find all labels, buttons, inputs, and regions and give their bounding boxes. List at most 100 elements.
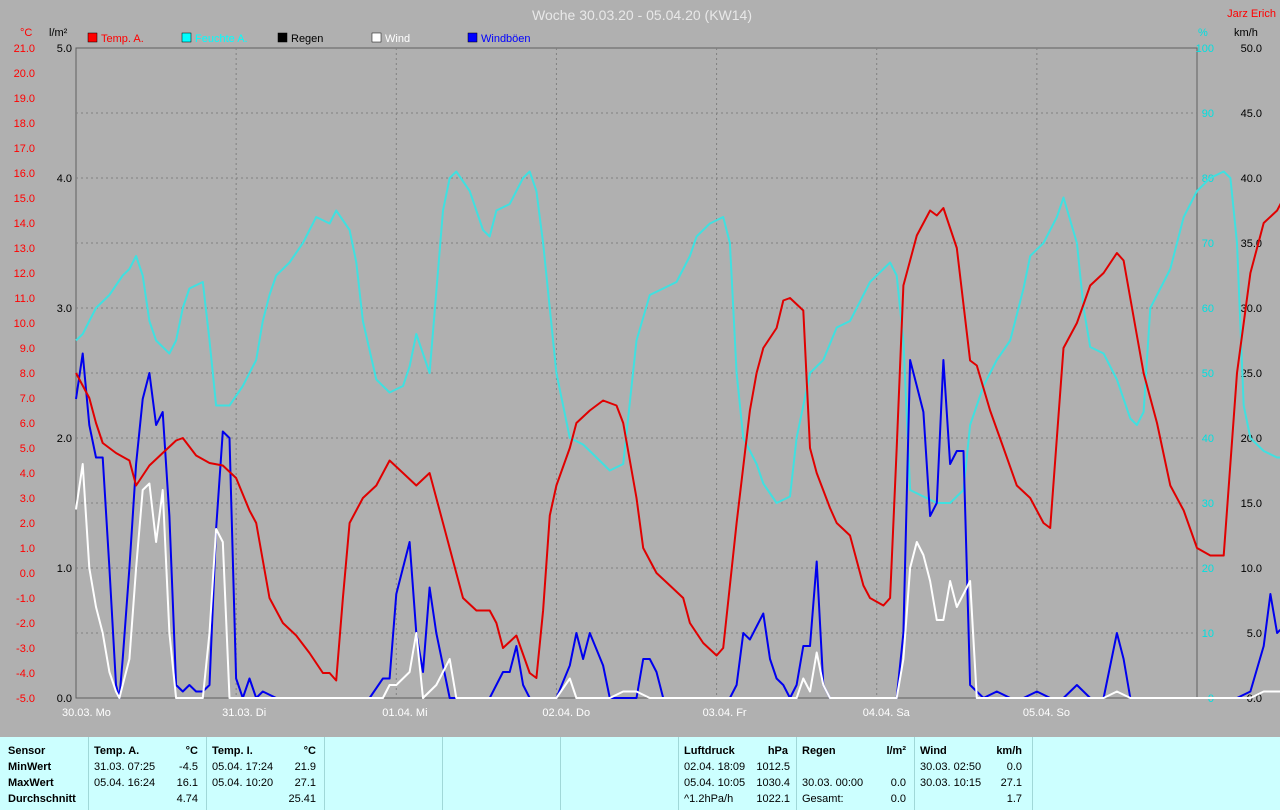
unit-rain: l/m² [49,27,68,39]
temp-a-header: Temp. A. [94,745,140,757]
legend-swatch [467,32,478,43]
temp-tick-label: 9.0 [20,343,35,355]
wind-header: Wind [920,745,947,757]
rain-tick-label: 5.0 [57,43,72,55]
humidity-tick-label: 60 [1202,303,1214,315]
humidity-tick-label: 70 [1202,238,1214,250]
temp-tick-label: 19.0 [14,93,35,105]
temp-tick-label: 20.0 [14,68,35,80]
unit-temp: °C [20,27,32,39]
stats-row-min: MinWert [8,761,52,773]
temp-tick-label: 13.0 [14,243,35,255]
wind-min-time: 30.03. 02:50 [920,761,982,773]
temp-tick-label: 14.0 [14,218,35,230]
rain-header: Regen [802,745,836,757]
wind-tick-label: 5.0 [1247,628,1262,640]
x-tick-label: 04.04. Sa [863,707,911,719]
temp-a-max-time: 05.04. 16:24 [94,777,156,789]
temp-tick-label: -5.0 [16,693,35,705]
temp-tick-label: 15.0 [14,193,35,205]
temp-tick-label: 1.0 [20,543,35,555]
rain-total-label: Gesamt: [802,793,844,805]
pressure-trend: ^1.2hPa/h [684,793,734,805]
temp-tick-label: 18.0 [14,118,35,130]
humidity-tick-label: 90 [1202,108,1214,120]
rain-max-val: 0.0 [890,777,906,789]
wind-unit: km/h [996,745,1022,757]
pressure-unit: hPa [767,745,788,757]
weather-chart: Woche 30.03.20 - 05.04.20 (KW14) Jarz Er… [14,7,1280,719]
temp-tick-label: 17.0 [14,143,35,155]
wind-tick-label: 10.0 [1241,563,1262,575]
wind-min-val: 0.0 [1006,761,1022,773]
temp-tick-label: 11.0 [14,293,35,305]
rain-tick-label: 1.0 [57,563,72,575]
humidity-tick-label: 30 [1202,498,1214,510]
pressure-avg: 1022.1 [756,793,790,805]
pressure-max-time: 05.04. 10:05 [684,777,746,789]
temp-i-min-val: 21.9 [294,761,316,773]
rain-total: 0.0 [890,793,906,805]
temp-tick-label: -2.0 [16,618,35,630]
temp-tick-label: 7.0 [20,393,35,405]
temp-a-min-time: 31.03. 07:25 [94,761,156,773]
unit-humidity: % [1198,27,1208,39]
temp-tick-label: 0.0 [20,568,35,580]
temp-i-header: Temp. I. [212,745,253,757]
rain-tick-label: 3.0 [57,303,72,315]
temp-a-max-val: 16.1 [176,777,198,789]
unit-wind: km/h [1234,27,1258,39]
x-tick-label: 03.04. Fr [703,707,747,719]
legend-label: Wind [385,33,410,45]
temp-tick-label: 16.0 [14,168,35,180]
temp-tick-label: 3.0 [20,493,35,505]
wind-tick-label: 0.0 [1247,693,1262,705]
temp-tick-label: 10.0 [14,318,35,330]
humidity-tick-label: 10 [1202,628,1214,640]
stats-table: Sensor MinWert MaxWert Durchschnitt Temp… [0,737,1280,810]
temp-tick-label: 5.0 [20,443,35,455]
wind-tick-label: 45.0 [1241,108,1262,120]
x-tick-label: 31.03. Di [222,707,266,719]
series-line-temp [75,202,1280,682]
temp-a-min-val: -4.5 [179,761,198,773]
temp-i-unit: °C [303,745,316,757]
humidity-tick-label: 40 [1202,433,1214,445]
legend-label: Feuchte A. [195,33,248,45]
stats-row-max: MaxWert [8,777,54,789]
humidity-tick-label: 50 [1202,368,1214,380]
series-line-wind [75,463,1280,699]
wind-avg: 1.7 [1006,793,1022,805]
humidity-tick-label: 100 [1196,43,1214,55]
wind-max-val: 27.1 [1000,777,1022,789]
rain-tick-label: 2.0 [57,433,72,445]
x-tick-label: 02.04. Do [542,707,590,719]
temp-a-avg: 4.74 [176,793,198,805]
humidity-tick-label: 20 [1202,563,1214,575]
series-lines [75,170,1280,699]
pressure-min-time: 02.04. 18:09 [684,761,746,773]
pressure-max-val: 1030.4 [756,777,790,789]
legend-label: Temp. A. [101,33,144,45]
legend-label: Windböen [481,33,531,45]
temp-a-unit: °C [185,745,198,757]
wind-tick-label: 30.0 [1241,303,1262,315]
stats-row-avg: Durchschnitt [8,793,76,805]
pressure-header: Luftdruck [684,745,735,757]
pressure-min-val: 1012.5 [756,761,790,773]
temp-tick-label: -4.0 [16,668,35,680]
temp-i-max-time: 05.04. 10:20 [212,777,274,789]
temp-tick-label: -1.0 [16,593,35,605]
temp-tick-label: 2.0 [20,518,35,530]
rain-tick-label: 0.0 [57,693,72,705]
legend: Temp. A. Feuchte A. Regen Wind Windböen [87,32,531,45]
axes: 30.03. Mo 31.03. Di 01.04. Mi 02.04. Do 03.0… [14,43,1262,719]
author-label: Jarz Erich [1227,8,1276,20]
legend-swatch [181,32,192,43]
series-line-humidity [75,170,1280,504]
chart-title: Woche 30.03.20 - 05.04.20 (KW14) [532,7,752,23]
wind-tick-label: 15.0 [1241,498,1262,510]
rain-unit: l/m² [886,745,906,757]
stats-sensor-header: Sensor [8,745,46,757]
temp-tick-label: -3.0 [16,643,35,655]
